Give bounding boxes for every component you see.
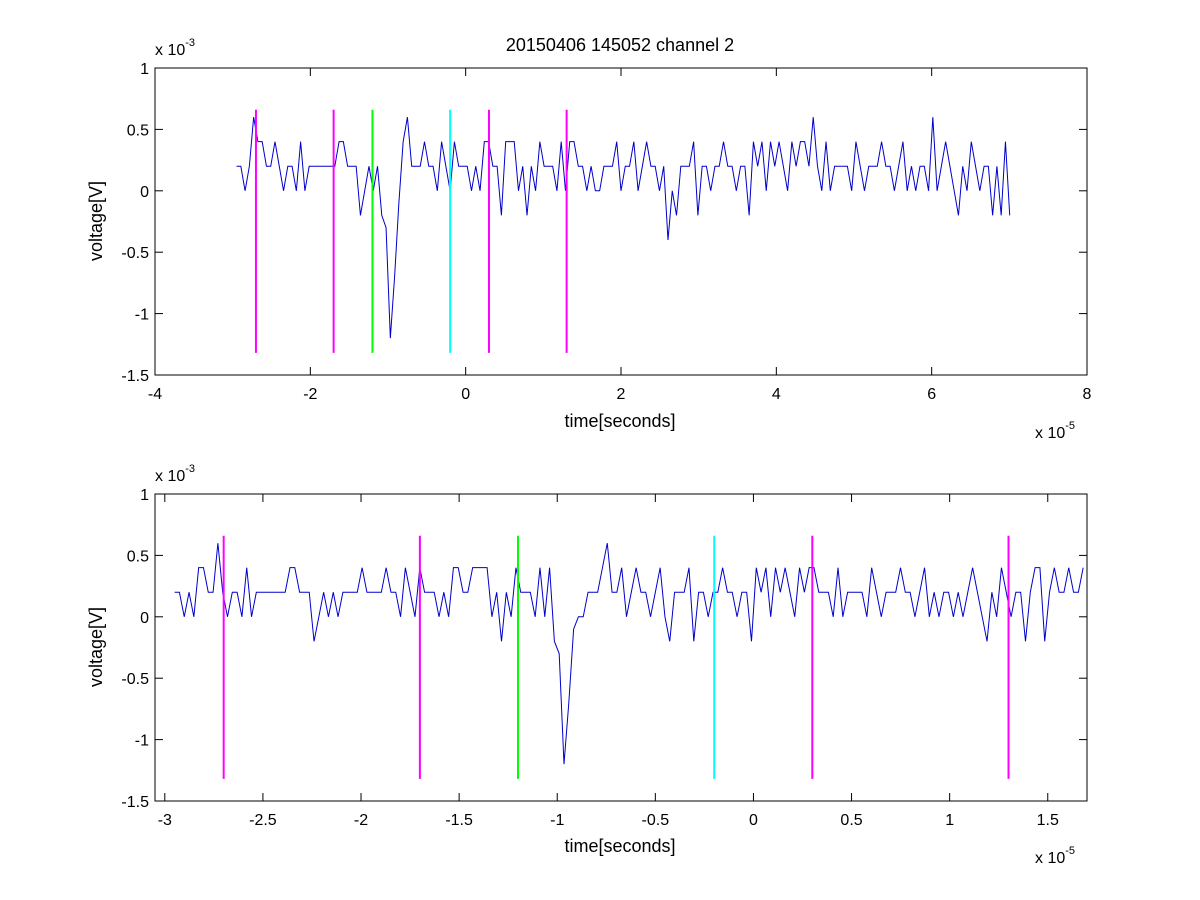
y-scale-factor: x 10-3 [155, 37, 195, 59]
x-tick-label: 0.5 [840, 812, 862, 829]
y-tick-label: 1 [140, 487, 149, 504]
plot-area [174, 535, 1084, 779]
x-tick-label: -2 [303, 386, 317, 403]
y-tick-label: -1.5 [121, 368, 149, 385]
x-tick-label: 1 [945, 812, 954, 829]
axes-frame [154, 67, 1088, 376]
x-tick-label: -3 [158, 812, 172, 829]
y-axis-ticks: -1.5 -1 -0.5 0 0.5 1 [121, 61, 1087, 385]
x-tick-label: -2.5 [249, 812, 277, 829]
y-axis-label: voltage[V] [86, 181, 106, 261]
x-axis-label: time[seconds] [564, 411, 675, 431]
y-tick-label: -1.5 [121, 794, 149, 811]
axes-frame [154, 493, 1088, 802]
y-tick-label: -0.5 [121, 245, 149, 262]
signal-line [236, 117, 1011, 339]
x-tick-label: 0 [461, 386, 470, 403]
x-tick-label: 4 [772, 386, 781, 403]
signal-line [174, 543, 1084, 765]
x-scale-factor: x 10-5 [1035, 845, 1075, 867]
y-axis-ticks: -1.5 -1 -0.5 0 0.5 1 [121, 487, 1087, 811]
y-tick-label: 0.5 [127, 548, 149, 565]
x-axis-ticks: -3 -2.5 -2 -1.5 -1 -0.5 0 0.5 1 1.5 [158, 494, 1059, 829]
x-tick-label: -1 [550, 812, 564, 829]
y-tick-label: 0 [140, 184, 149, 201]
x-axis-label: time[seconds] [564, 836, 675, 856]
y-tick-label: 0.5 [127, 122, 149, 139]
x-tick-label: -1.5 [445, 812, 473, 829]
x-scale-factor: x 10-5 [1035, 420, 1075, 442]
y-scale-factor: x 10-3 [155, 463, 195, 485]
chart-title: 20150406 145052 channel 2 [506, 35, 734, 55]
plot-area [236, 109, 1011, 353]
y-tick-label: -1 [135, 307, 149, 324]
subplot-top: 20150406 145052 channel 2 x 10-3 -4 -2 0 2 4… [86, 35, 1092, 442]
x-tick-label: 0 [749, 812, 758, 829]
y-axis-label: voltage[V] [86, 607, 106, 687]
y-tick-label: 0 [140, 610, 149, 627]
x-tick-label: -2 [354, 812, 368, 829]
y-tick-label: -0.5 [121, 671, 149, 688]
x-tick-label: -0.5 [642, 812, 670, 829]
x-tick-label: 1.5 [1037, 812, 1059, 829]
x-tick-label: 2 [617, 386, 626, 403]
x-tick-label: 6 [927, 386, 936, 403]
x-axis-ticks: -4 -2 0 2 4 6 8 [148, 68, 1092, 403]
subplot-bottom: x 10-3 -3 -2.5 -2 -1.5 -1 -0.5 0 0.5 1 1.5 -1.5-1… [86, 463, 1088, 867]
x-tick-label: 8 [1083, 386, 1092, 403]
y-tick-label: -1 [135, 733, 149, 750]
x-tick-label: -4 [148, 386, 162, 403]
y-tick-label: 1 [140, 61, 149, 78]
